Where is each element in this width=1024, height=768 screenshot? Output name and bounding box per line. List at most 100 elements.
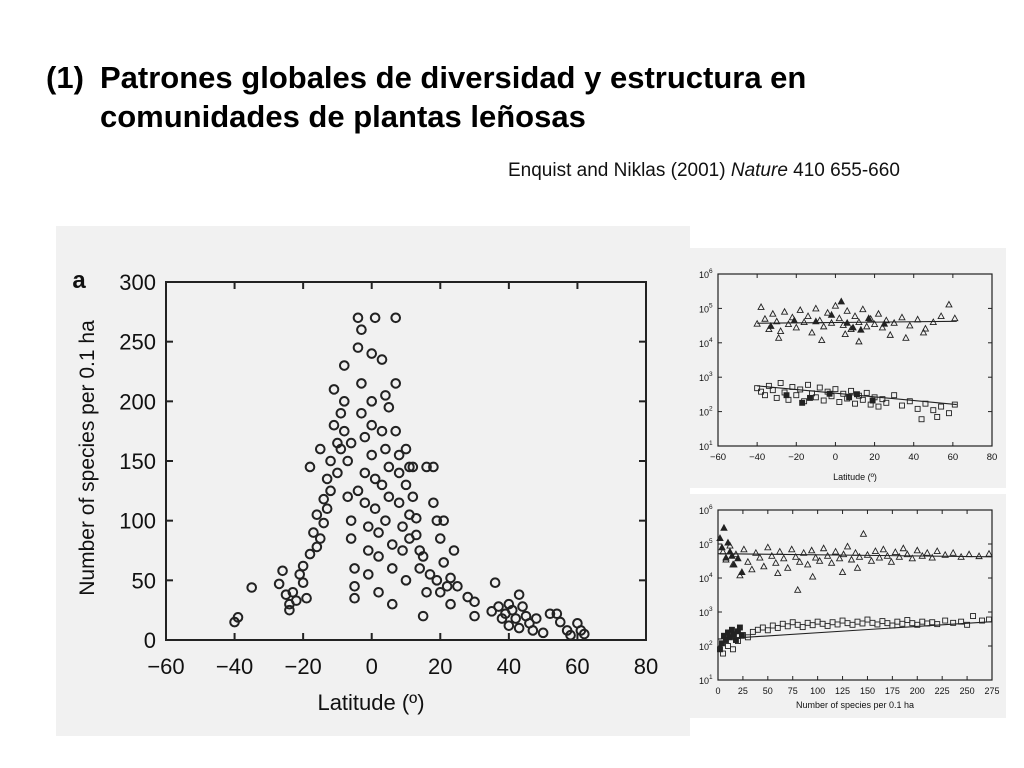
data-point	[338, 360, 350, 371]
data-point	[719, 640, 725, 647]
data-point	[827, 558, 836, 566]
data-point	[847, 555, 856, 563]
data-point	[945, 410, 952, 417]
data-point	[359, 497, 371, 509]
data-point	[964, 621, 971, 628]
data-point	[882, 316, 891, 324]
data-point	[859, 529, 868, 537]
x-tick-label: 60	[948, 452, 959, 463]
data-point	[864, 314, 873, 322]
data-point	[373, 551, 384, 562]
y-tick-label: 10	[699, 506, 709, 516]
citation-journal: Nature	[730, 160, 788, 181]
data-point	[835, 554, 844, 562]
data-point	[851, 312, 859, 319]
data-point	[359, 431, 371, 443]
data-point	[827, 318, 836, 326]
data-point	[855, 552, 864, 560]
data-point	[716, 534, 724, 541]
data-point	[846, 394, 853, 401]
data-point	[730, 560, 738, 568]
data-point	[724, 538, 732, 546]
data-point	[807, 394, 813, 401]
data-point	[769, 387, 776, 394]
data-point	[732, 550, 740, 558]
data-point	[829, 619, 836, 626]
y-axis-label: Number of species per 0.1 ha	[76, 320, 99, 596]
data-point	[909, 620, 916, 627]
x-tick-label: 40	[908, 452, 919, 463]
y-tick-exponent: 2	[709, 406, 713, 413]
data-point	[380, 515, 391, 526]
x-tick-label: −60	[147, 654, 184, 679]
data-point	[438, 515, 450, 526]
data-point	[469, 610, 480, 622]
data-point	[719, 547, 727, 555]
data-point	[799, 548, 808, 556]
x-tick-label: 40	[497, 654, 521, 679]
data-point	[854, 391, 860, 398]
data-point	[794, 621, 801, 628]
x-tick-label: 200	[910, 686, 925, 696]
y-tick-exponent: 6	[709, 504, 713, 511]
data-point	[816, 316, 824, 324]
data-point	[826, 390, 833, 397]
data-point	[373, 586, 384, 598]
y-tick-label: 10	[699, 373, 709, 383]
data-point	[349, 563, 360, 574]
data-point	[784, 320, 793, 328]
data-point	[400, 443, 412, 455]
data-point	[728, 551, 736, 559]
data-point	[761, 314, 769, 322]
data-point	[729, 646, 736, 653]
citation: Enquist and Niklas (2001) Nature 410 655…	[508, 160, 900, 182]
y-tick-label: 100	[119, 509, 156, 534]
data-point	[979, 617, 985, 624]
data-point	[844, 620, 851, 627]
data-point	[338, 396, 350, 407]
data-point	[428, 461, 439, 473]
chart-a-panel: −60 −40 −20 0 20 40 60 80 0 50 100 150 200 250 300 a Lat…	[56, 226, 690, 736]
data-point	[836, 399, 843, 405]
data-point	[841, 330, 849, 337]
data-point	[486, 606, 498, 617]
data-point	[297, 577, 309, 589]
data-point	[431, 575, 443, 586]
title-line-1: Patrones globales de diversidad y estruc…	[100, 60, 807, 95]
data-point	[863, 550, 872, 558]
data-point	[727, 634, 733, 641]
y-tick-label: 10	[699, 339, 709, 349]
data-point	[400, 575, 412, 586]
data-point	[804, 619, 811, 626]
data-point	[400, 479, 412, 491]
data-point	[441, 581, 453, 592]
data-point	[957, 552, 965, 560]
data-point	[362, 521, 374, 532]
data-point	[863, 389, 870, 396]
data-point	[393, 467, 405, 479]
data-point	[356, 378, 367, 389]
y-tick-label: 10	[699, 442, 709, 452]
data-point	[393, 497, 405, 509]
data-point	[824, 622, 831, 629]
data-point	[805, 381, 811, 388]
x-tick-label: 275	[984, 686, 999, 696]
data-point	[783, 563, 792, 571]
data-point	[314, 533, 326, 544]
plot-frame	[165, 281, 647, 641]
y-tick-exponent: 1	[709, 440, 713, 447]
data-point	[849, 621, 856, 628]
data-point	[578, 628, 590, 640]
data-point	[345, 437, 357, 449]
data-point	[489, 577, 501, 589]
data-point	[369, 503, 381, 515]
data-point	[827, 310, 836, 318]
data-point	[754, 626, 761, 633]
data-point	[799, 624, 806, 631]
data-point	[832, 386, 839, 393]
data-point	[503, 620, 515, 631]
data-point	[898, 313, 906, 321]
data-point	[445, 572, 456, 584]
data-point	[814, 618, 821, 625]
